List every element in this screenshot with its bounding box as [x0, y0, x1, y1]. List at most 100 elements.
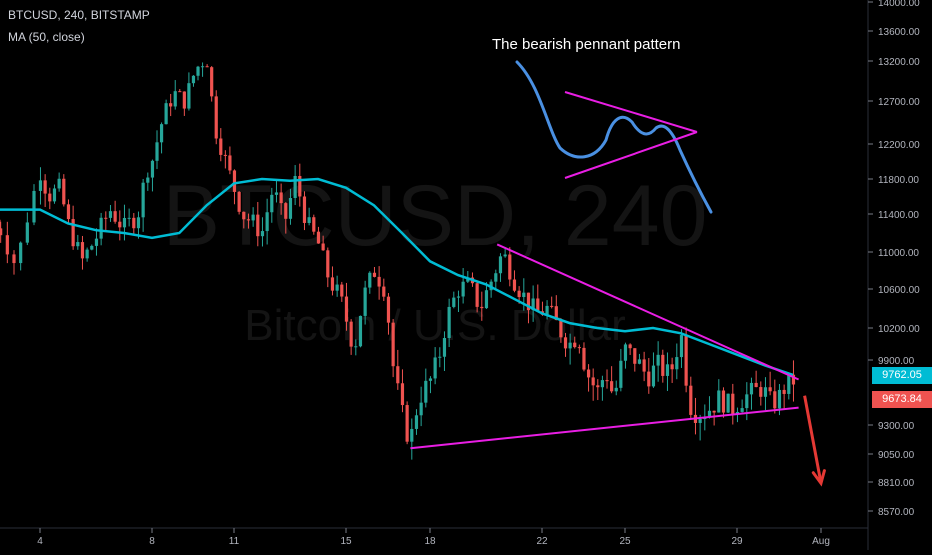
candle-body [284, 203, 288, 219]
candle-body [340, 284, 344, 297]
sketch-pennant-bottom [564, 131, 698, 179]
candle [38, 167, 43, 205]
candle [321, 235, 325, 251]
candle [782, 384, 786, 410]
candle-body [610, 381, 614, 392]
candle-body [651, 365, 656, 387]
candle-body [196, 66, 200, 76]
candle [610, 366, 614, 394]
candle-body [127, 217, 131, 219]
candle [414, 409, 419, 435]
pennant-lower-trendline[interactable] [410, 406, 799, 450]
candle-body [136, 217, 141, 229]
candle [191, 75, 196, 87]
candle [596, 379, 600, 401]
candle-body [414, 415, 419, 429]
candle-body [307, 217, 311, 223]
candle [693, 397, 698, 435]
candle [237, 190, 241, 215]
pattern-annotation: The bearish pennant pattern [492, 36, 681, 53]
candle-body [141, 182, 145, 218]
candle [433, 347, 437, 385]
candle [12, 250, 16, 275]
candle [205, 64, 209, 68]
sketch-price-curve [515, 60, 713, 214]
candle [461, 268, 465, 304]
candle-body [656, 354, 660, 366]
candle-body [200, 66, 205, 68]
candle [661, 349, 665, 383]
candle [57, 172, 61, 192]
candle [335, 275, 339, 297]
candle-body [582, 347, 586, 370]
y-tick-label: 11400.00 [878, 210, 919, 221]
candle [90, 244, 94, 251]
candle-body [274, 192, 279, 195]
candle-body [349, 321, 353, 347]
candle [768, 371, 772, 396]
time-axis[interactable]: 4 8 11 15 18 22 25 29 Aug [0, 527, 868, 547]
candle-body [57, 178, 61, 189]
candle [438, 347, 442, 368]
candle [554, 295, 558, 321]
candle [717, 379, 721, 413]
candle-body [94, 238, 99, 246]
y-tick-label: 10200.00 [878, 324, 920, 335]
candle [745, 382, 749, 421]
price-axis[interactable]: 14000.00 13600.00 13200.00 12700.00 12200.00… [867, 0, 932, 550]
candle-body [330, 277, 335, 291]
y-tick-label: 9900.00 [878, 356, 915, 367]
candle-body [782, 389, 786, 394]
candle-body [726, 393, 730, 413]
forecast-arrow[interactable] [803, 395, 826, 487]
candle [675, 343, 679, 380]
candle-body [191, 75, 196, 84]
candle-body [428, 378, 433, 381]
candle-body [293, 175, 297, 198]
candle-body [298, 175, 302, 197]
candle-body [707, 410, 712, 417]
candle [740, 399, 744, 413]
candle [536, 284, 540, 312]
y-tick-label: 9050.00 [878, 450, 915, 461]
x-tick-label: 22 [536, 536, 548, 547]
candle-body [475, 283, 479, 307]
candle [573, 336, 577, 349]
candle [684, 327, 688, 393]
candle-body [689, 385, 693, 415]
candle-body [71, 219, 75, 247]
candle-body [749, 382, 754, 395]
candle-body [113, 211, 117, 222]
candle-body [12, 254, 16, 264]
candle-body [386, 296, 391, 323]
candle-body [777, 389, 782, 409]
candle-body [740, 408, 744, 412]
candle-body [424, 380, 428, 403]
candle-body [237, 191, 241, 212]
candle-body [559, 320, 563, 338]
candle [396, 349, 400, 390]
candle [196, 65, 200, 81]
candle-body [628, 344, 632, 349]
candle [52, 184, 57, 204]
candle-body [554, 306, 558, 321]
candle-body [577, 347, 581, 349]
y-tick-label: 13200.00 [878, 57, 920, 68]
pennant-upper-trendline[interactable] [496, 243, 800, 381]
pennant-sketch[interactable] [515, 60, 713, 214]
candle [410, 418, 414, 460]
candle [62, 174, 66, 207]
candle-body [675, 357, 679, 370]
candle [228, 146, 232, 175]
candle-body [568, 342, 572, 349]
candle-body [219, 138, 223, 155]
watermark-description: Bitcoin / U.S. Dollar [244, 301, 625, 350]
candle [223, 150, 227, 169]
candle [447, 298, 451, 348]
candle-body [76, 242, 80, 247]
candle-body [223, 154, 227, 156]
candle-body [573, 342, 577, 348]
candle-body [155, 142, 159, 161]
